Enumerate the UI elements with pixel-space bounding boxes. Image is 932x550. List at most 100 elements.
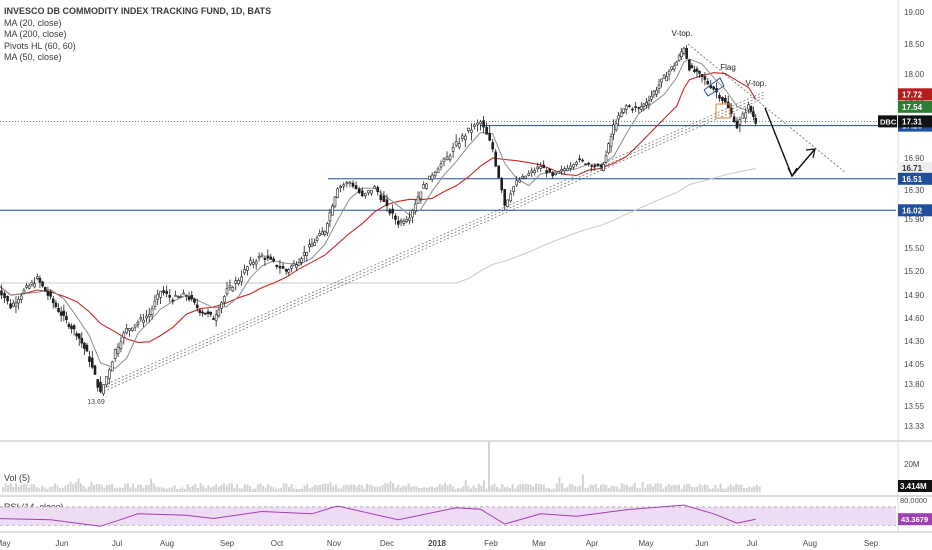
price-tag-text: 16.02 — [902, 206, 923, 215]
volume-bar — [735, 483, 738, 492]
candle-body — [721, 97, 724, 101]
y-tick-label: 14.05 — [904, 360, 925, 369]
candle-body — [744, 112, 748, 119]
candle-body — [645, 102, 648, 106]
volume-bar — [589, 484, 592, 492]
volume-bar — [132, 483, 134, 492]
volume-bar — [615, 486, 618, 492]
volume-bar — [639, 488, 641, 492]
volume-bar — [620, 483, 623, 492]
price-tag — [898, 172, 932, 185]
candle-body — [333, 196, 337, 207]
volume-bar — [659, 483, 662, 492]
volume-bar — [516, 485, 519, 492]
candle-body — [602, 164, 605, 172]
volume-bar — [80, 483, 82, 492]
volume-bar — [522, 484, 524, 492]
candle-body — [473, 124, 476, 127]
volume-bar — [303, 485, 306, 492]
volume-bar — [90, 481, 93, 492]
volume-bar — [100, 484, 103, 492]
candle-body — [542, 164, 546, 169]
candle-body — [96, 379, 100, 388]
volume-bar — [550, 488, 553, 492]
candle-body — [662, 74, 666, 79]
annotation-vtop-1: V-top. — [672, 29, 693, 38]
volume-bar — [212, 485, 215, 492]
candle-body — [675, 61, 679, 66]
volume-bar — [9, 483, 12, 492]
volume-bar — [587, 487, 589, 492]
candle-body — [237, 279, 240, 284]
candle-body — [442, 158, 446, 163]
x-tick-label: May — [0, 539, 11, 548]
volume-bar — [462, 486, 465, 492]
volume-bar — [602, 483, 605, 492]
volume-bar — [319, 485, 322, 492]
volume-bar — [480, 485, 483, 492]
volume-bar — [233, 487, 236, 492]
volume-bar — [134, 488, 137, 492]
candle-body — [367, 190, 370, 194]
candle-body — [75, 333, 78, 337]
x-tick-label: May — [638, 539, 653, 548]
volume-bar — [7, 485, 10, 492]
candle-body — [351, 182, 355, 187]
volume-bar — [334, 484, 337, 492]
candle-body — [548, 168, 551, 173]
volume-bar — [428, 486, 431, 492]
volume-bar — [74, 482, 77, 492]
volume-bar — [184, 488, 186, 492]
candle-body — [476, 122, 479, 126]
volume-bar — [423, 487, 426, 492]
candle-body — [206, 311, 210, 314]
candle-body — [70, 325, 73, 330]
volume-bar — [410, 486, 413, 492]
candle-body — [65, 315, 68, 321]
volume-bar — [254, 488, 257, 492]
volume-bar — [678, 484, 680, 492]
volume-bar — [246, 484, 249, 492]
volume-spike — [488, 441, 490, 492]
candle-body — [176, 296, 180, 298]
candle-body — [57, 308, 60, 313]
price-tag — [898, 162, 932, 175]
volume-bar — [298, 488, 301, 492]
volume-bar — [368, 484, 371, 492]
candle-body — [587, 162, 590, 165]
volume-bar — [324, 483, 327, 492]
candle-body — [634, 106, 637, 108]
candle-body — [563, 168, 566, 172]
candle-body — [391, 208, 394, 214]
volume-bar — [54, 483, 56, 492]
volume-bar — [514, 488, 517, 492]
price-tag — [898, 100, 932, 113]
candle-body — [373, 186, 376, 189]
candle-body — [131, 327, 134, 331]
candle-body — [536, 166, 540, 170]
volume-bar — [25, 483, 28, 492]
candle-body — [703, 76, 707, 80]
candle-body — [604, 155, 608, 163]
y-tick-label: 16.30 — [904, 186, 925, 195]
price-tag — [898, 204, 932, 217]
volume-bar — [568, 483, 571, 492]
candle-body — [88, 356, 91, 362]
volume-bar — [158, 487, 160, 492]
candle-body — [712, 86, 715, 90]
volume-bar — [329, 482, 332, 492]
candle-body — [640, 106, 643, 110]
volume-bar — [641, 482, 644, 492]
volume-bar — [376, 486, 379, 492]
candle-body — [657, 84, 661, 89]
volume-bar — [243, 484, 246, 492]
volume-bar — [750, 487, 753, 492]
volume-bar — [628, 486, 631, 492]
candle-body — [732, 116, 736, 123]
candle-body — [376, 187, 380, 193]
candle-body — [119, 341, 123, 349]
candle-body — [382, 195, 386, 202]
volume-bar — [290, 484, 293, 492]
candle-body — [240, 276, 243, 282]
